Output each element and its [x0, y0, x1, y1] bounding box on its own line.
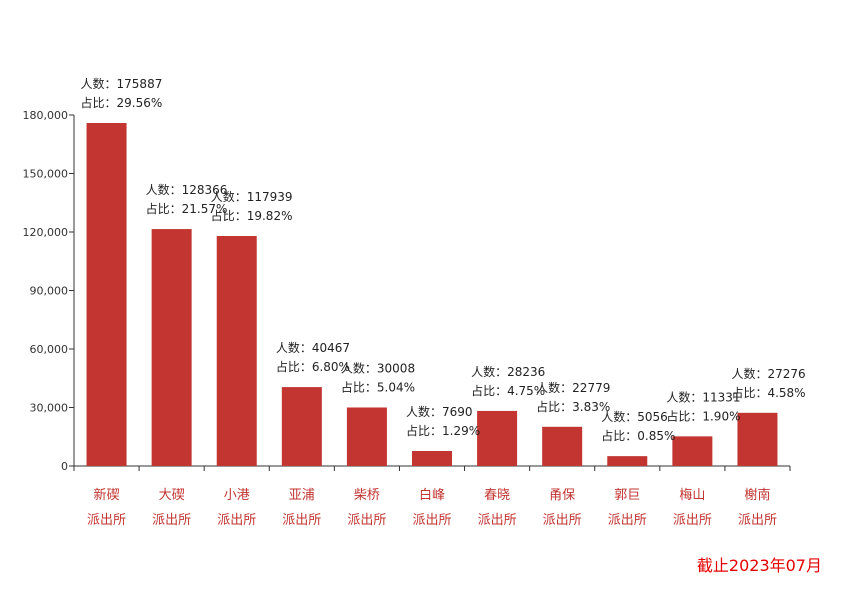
data-label-count: 人数：27276 — [731, 366, 805, 381]
data-label-count: 人数：128366 — [146, 182, 228, 197]
data-label-count: 人数：40467 — [276, 340, 350, 355]
x-category-suffix: 派出所 — [217, 513, 256, 528]
x-category-label: 新碶 — [94, 487, 120, 503]
data-label-count: 人数：117939 — [211, 189, 293, 204]
data-label-count: 人数：11331 — [666, 389, 740, 404]
data-label-share: 占比：19.82% — [211, 208, 293, 223]
x-category-label: 亚浦 — [289, 488, 315, 503]
data-label-share: 占比：29.56% — [81, 95, 163, 110]
data-label-count: 人数：28236 — [471, 364, 545, 379]
x-category-suffix: 派出所 — [608, 513, 647, 528]
x-category-label: 春晓 — [484, 488, 510, 503]
x-category-suffix: 派出所 — [87, 513, 126, 528]
y-tick-label: 120,000 — [23, 226, 69, 239]
x-category-suffix: 派出所 — [738, 513, 777, 528]
data-label-count: 人数：22779 — [536, 380, 610, 395]
data-label-share: 占比：6.80% — [276, 359, 350, 374]
y-tick-label: 30,000 — [30, 402, 69, 415]
y-axis: 0 30,000 60,000 90,000 120,000 150,000 180,000 — [23, 109, 75, 473]
x-category-suffix: 派出所 — [347, 513, 386, 528]
data-label-count: 人数：175887 — [81, 76, 163, 91]
data-label-share: 占比：4.75% — [471, 383, 545, 398]
data-labels: 人数：175887占比：29.56%人数：128366占比：21.57%人数：1… — [81, 76, 806, 443]
bar — [346, 407, 387, 466]
bar — [607, 456, 648, 466]
x-category-suffix: 派出所 — [282, 513, 321, 528]
x-category-suffix: 派出所 — [478, 513, 517, 528]
data-label-share: 占比：1.29% — [406, 423, 480, 438]
y-tick-label: 60,000 — [30, 343, 69, 356]
x-category-label: 柴桥 — [354, 488, 380, 503]
data-label-count: 人数：5056 — [601, 409, 668, 424]
y-tick-label: 0 — [61, 460, 68, 473]
bar — [151, 229, 192, 466]
y-tick-label: 90,000 — [30, 285, 69, 298]
data-label-share: 占比：5.04% — [341, 379, 415, 394]
bar — [86, 123, 127, 466]
x-category-suffix: 派出所 — [412, 513, 451, 528]
x-category-label: 白峰 — [419, 487, 445, 503]
x-category-suffix: 派出所 — [543, 513, 582, 528]
x-category-label: 榭南 — [744, 487, 770, 503]
y-tick-label: 180,000 — [23, 109, 69, 122]
x-category-label: 甬保 — [549, 488, 575, 503]
bar — [542, 426, 583, 466]
data-label-share: 占比：0.85% — [601, 428, 675, 443]
x-category-label: 小港 — [224, 488, 250, 503]
x-category-label: 郭巨 — [614, 487, 640, 503]
y-tick-label: 150,000 — [23, 168, 69, 181]
bar — [737, 412, 778, 466]
x-category-suffix: 派出所 — [673, 513, 712, 528]
data-label-count: 人数：7690 — [406, 404, 473, 419]
x-category-label: 大碶 — [159, 488, 185, 503]
bars — [86, 123, 778, 466]
bar — [672, 436, 713, 466]
data-label-share: 占比：21.57% — [146, 201, 228, 216]
data-label-share: 占比：3.83% — [536, 399, 610, 414]
data-label-count: 人数：30008 — [341, 360, 415, 375]
x-category-suffix: 派出所 — [152, 513, 191, 528]
bar — [477, 410, 518, 466]
bar — [281, 387, 322, 466]
bar — [412, 451, 452, 466]
bar — [216, 236, 257, 466]
data-label-share: 占比：4.58% — [731, 385, 805, 400]
x-category-label: 梅山 — [679, 488, 705, 503]
data-label-share: 占比：1.90% — [666, 408, 740, 423]
footnote-date: 截止2023年07月 — [696, 556, 822, 575]
